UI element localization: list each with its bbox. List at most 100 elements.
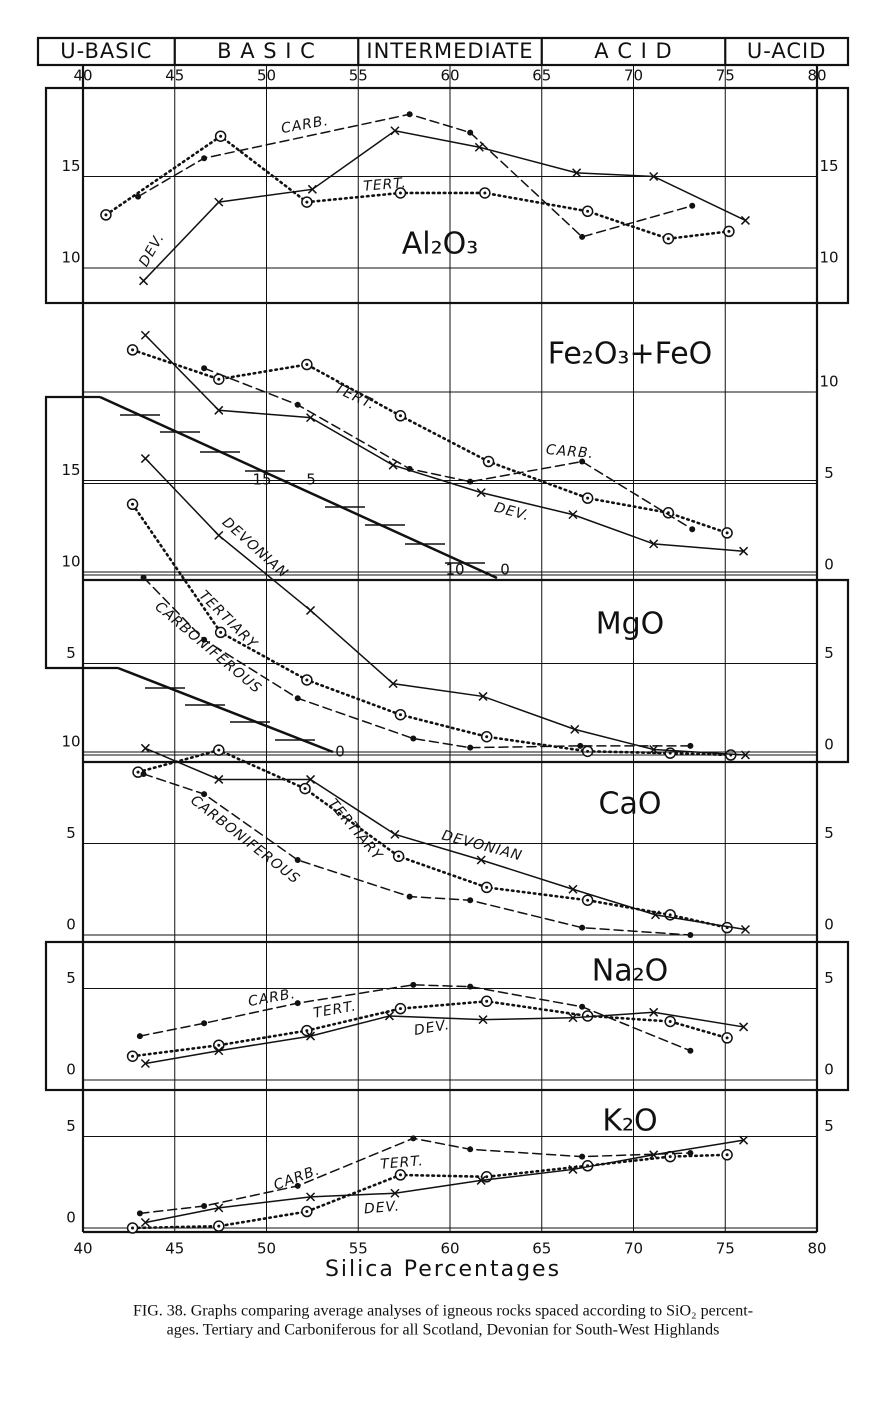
marker — [201, 365, 208, 372]
scale-label: 5 — [306, 471, 316, 489]
x-tick-label: 50 — [257, 1240, 276, 1258]
marker — [139, 276, 149, 286]
scale-label: 15 — [252, 471, 271, 489]
zone-label: U-ACID — [747, 39, 827, 63]
y2-tick-label: 5 — [824, 824, 834, 842]
y2-tick-label: 0 — [824, 916, 834, 934]
marker — [687, 932, 694, 938]
series-line — [131, 502, 733, 757]
x-tick-label: 45 — [165, 67, 184, 85]
series-label: CARB. — [247, 986, 297, 1010]
marker-center — [219, 630, 223, 634]
y-tick-label: 15 — [61, 461, 80, 479]
y-tick-label: 5 — [66, 1117, 76, 1135]
caption: ages. Tertiary and Carboniferous for all… — [167, 1322, 720, 1339]
marker-center — [668, 1019, 672, 1023]
marker-center — [586, 898, 590, 902]
marker-center — [725, 1153, 729, 1157]
series-line — [137, 113, 693, 238]
zone-label: B A S I C — [217, 39, 316, 63]
marker — [135, 193, 142, 200]
panel-box — [44, 86, 850, 305]
marker — [410, 1135, 417, 1142]
marker — [384, 1011, 394, 1021]
marker — [388, 679, 398, 689]
marker — [568, 510, 578, 520]
marker — [476, 1175, 486, 1185]
marker — [306, 413, 316, 423]
marker — [687, 1047, 694, 1054]
series-label: TERT. — [312, 998, 358, 1021]
marker — [649, 1150, 659, 1160]
marker — [579, 458, 586, 465]
marker — [140, 743, 150, 753]
marker — [306, 605, 316, 615]
x-tick-label: 55 — [349, 67, 368, 85]
marker — [140, 330, 150, 340]
marker — [687, 742, 694, 749]
marker — [214, 197, 224, 207]
marker-center — [131, 348, 135, 352]
marker-center — [485, 1175, 489, 1179]
marker — [390, 126, 400, 136]
x-tick-label: 70 — [624, 1240, 643, 1258]
y2-tick-label: 15 — [819, 157, 838, 175]
y-tick-label: 0 — [66, 1209, 76, 1227]
marker — [390, 1188, 400, 1198]
x-tick-label: 60 — [440, 1240, 459, 1258]
marker — [201, 155, 208, 162]
y2-tick-label: 0 — [824, 736, 834, 754]
marker — [739, 1135, 749, 1145]
series-label: CARB. — [272, 1162, 323, 1194]
series-label: DEV. — [413, 1017, 451, 1039]
zone-label: U-BASIC — [60, 39, 152, 63]
series-line — [144, 747, 747, 931]
y-tick-label: 0 — [66, 1061, 76, 1079]
x-tick-label: 55 — [349, 1240, 368, 1258]
y-tick-label: 0 — [66, 916, 76, 934]
marker-center — [305, 1210, 309, 1214]
marker — [294, 856, 301, 863]
marker — [649, 539, 659, 549]
series-line — [144, 1011, 745, 1065]
marker — [478, 1015, 488, 1025]
x-tick-label: 60 — [440, 67, 459, 85]
panel-box — [83, 578, 850, 764]
zone-header — [36, 36, 850, 67]
panel-title: Na₂O — [592, 954, 668, 989]
marker-center — [485, 999, 489, 1003]
marker — [687, 1149, 694, 1156]
series-label: DEV. — [363, 1198, 400, 1217]
marker — [467, 744, 474, 751]
y-tick-label: 5 — [66, 969, 76, 987]
marker — [649, 171, 659, 182]
marker — [140, 770, 147, 777]
x-tick-label: 70 — [624, 67, 643, 85]
marker-center — [305, 200, 309, 204]
marker — [140, 454, 150, 464]
x-axis-title: Silica Percentages — [325, 1257, 561, 1282]
marker-center — [668, 913, 672, 917]
series-line — [104, 134, 731, 241]
marker — [294, 401, 301, 408]
marker — [689, 202, 696, 209]
marker — [306, 774, 316, 784]
marker-center — [487, 460, 491, 464]
marker — [294, 1000, 301, 1007]
marker-center — [485, 885, 489, 889]
marker-center — [131, 502, 135, 506]
panel-title: Fe₂O₃+FeO — [548, 337, 713, 372]
marker — [568, 884, 578, 894]
panel-title: MgO — [596, 607, 665, 642]
marker — [476, 488, 486, 498]
marker — [467, 129, 474, 136]
marker — [478, 691, 488, 701]
marker-center — [104, 213, 108, 217]
marker-center — [398, 1173, 402, 1177]
y2-tick-label: 0 — [824, 1061, 834, 1079]
marker — [649, 1007, 659, 1017]
x-tick-label: 40 — [73, 1240, 92, 1258]
series-line — [144, 1139, 745, 1224]
series-label: TERT. — [363, 175, 408, 195]
